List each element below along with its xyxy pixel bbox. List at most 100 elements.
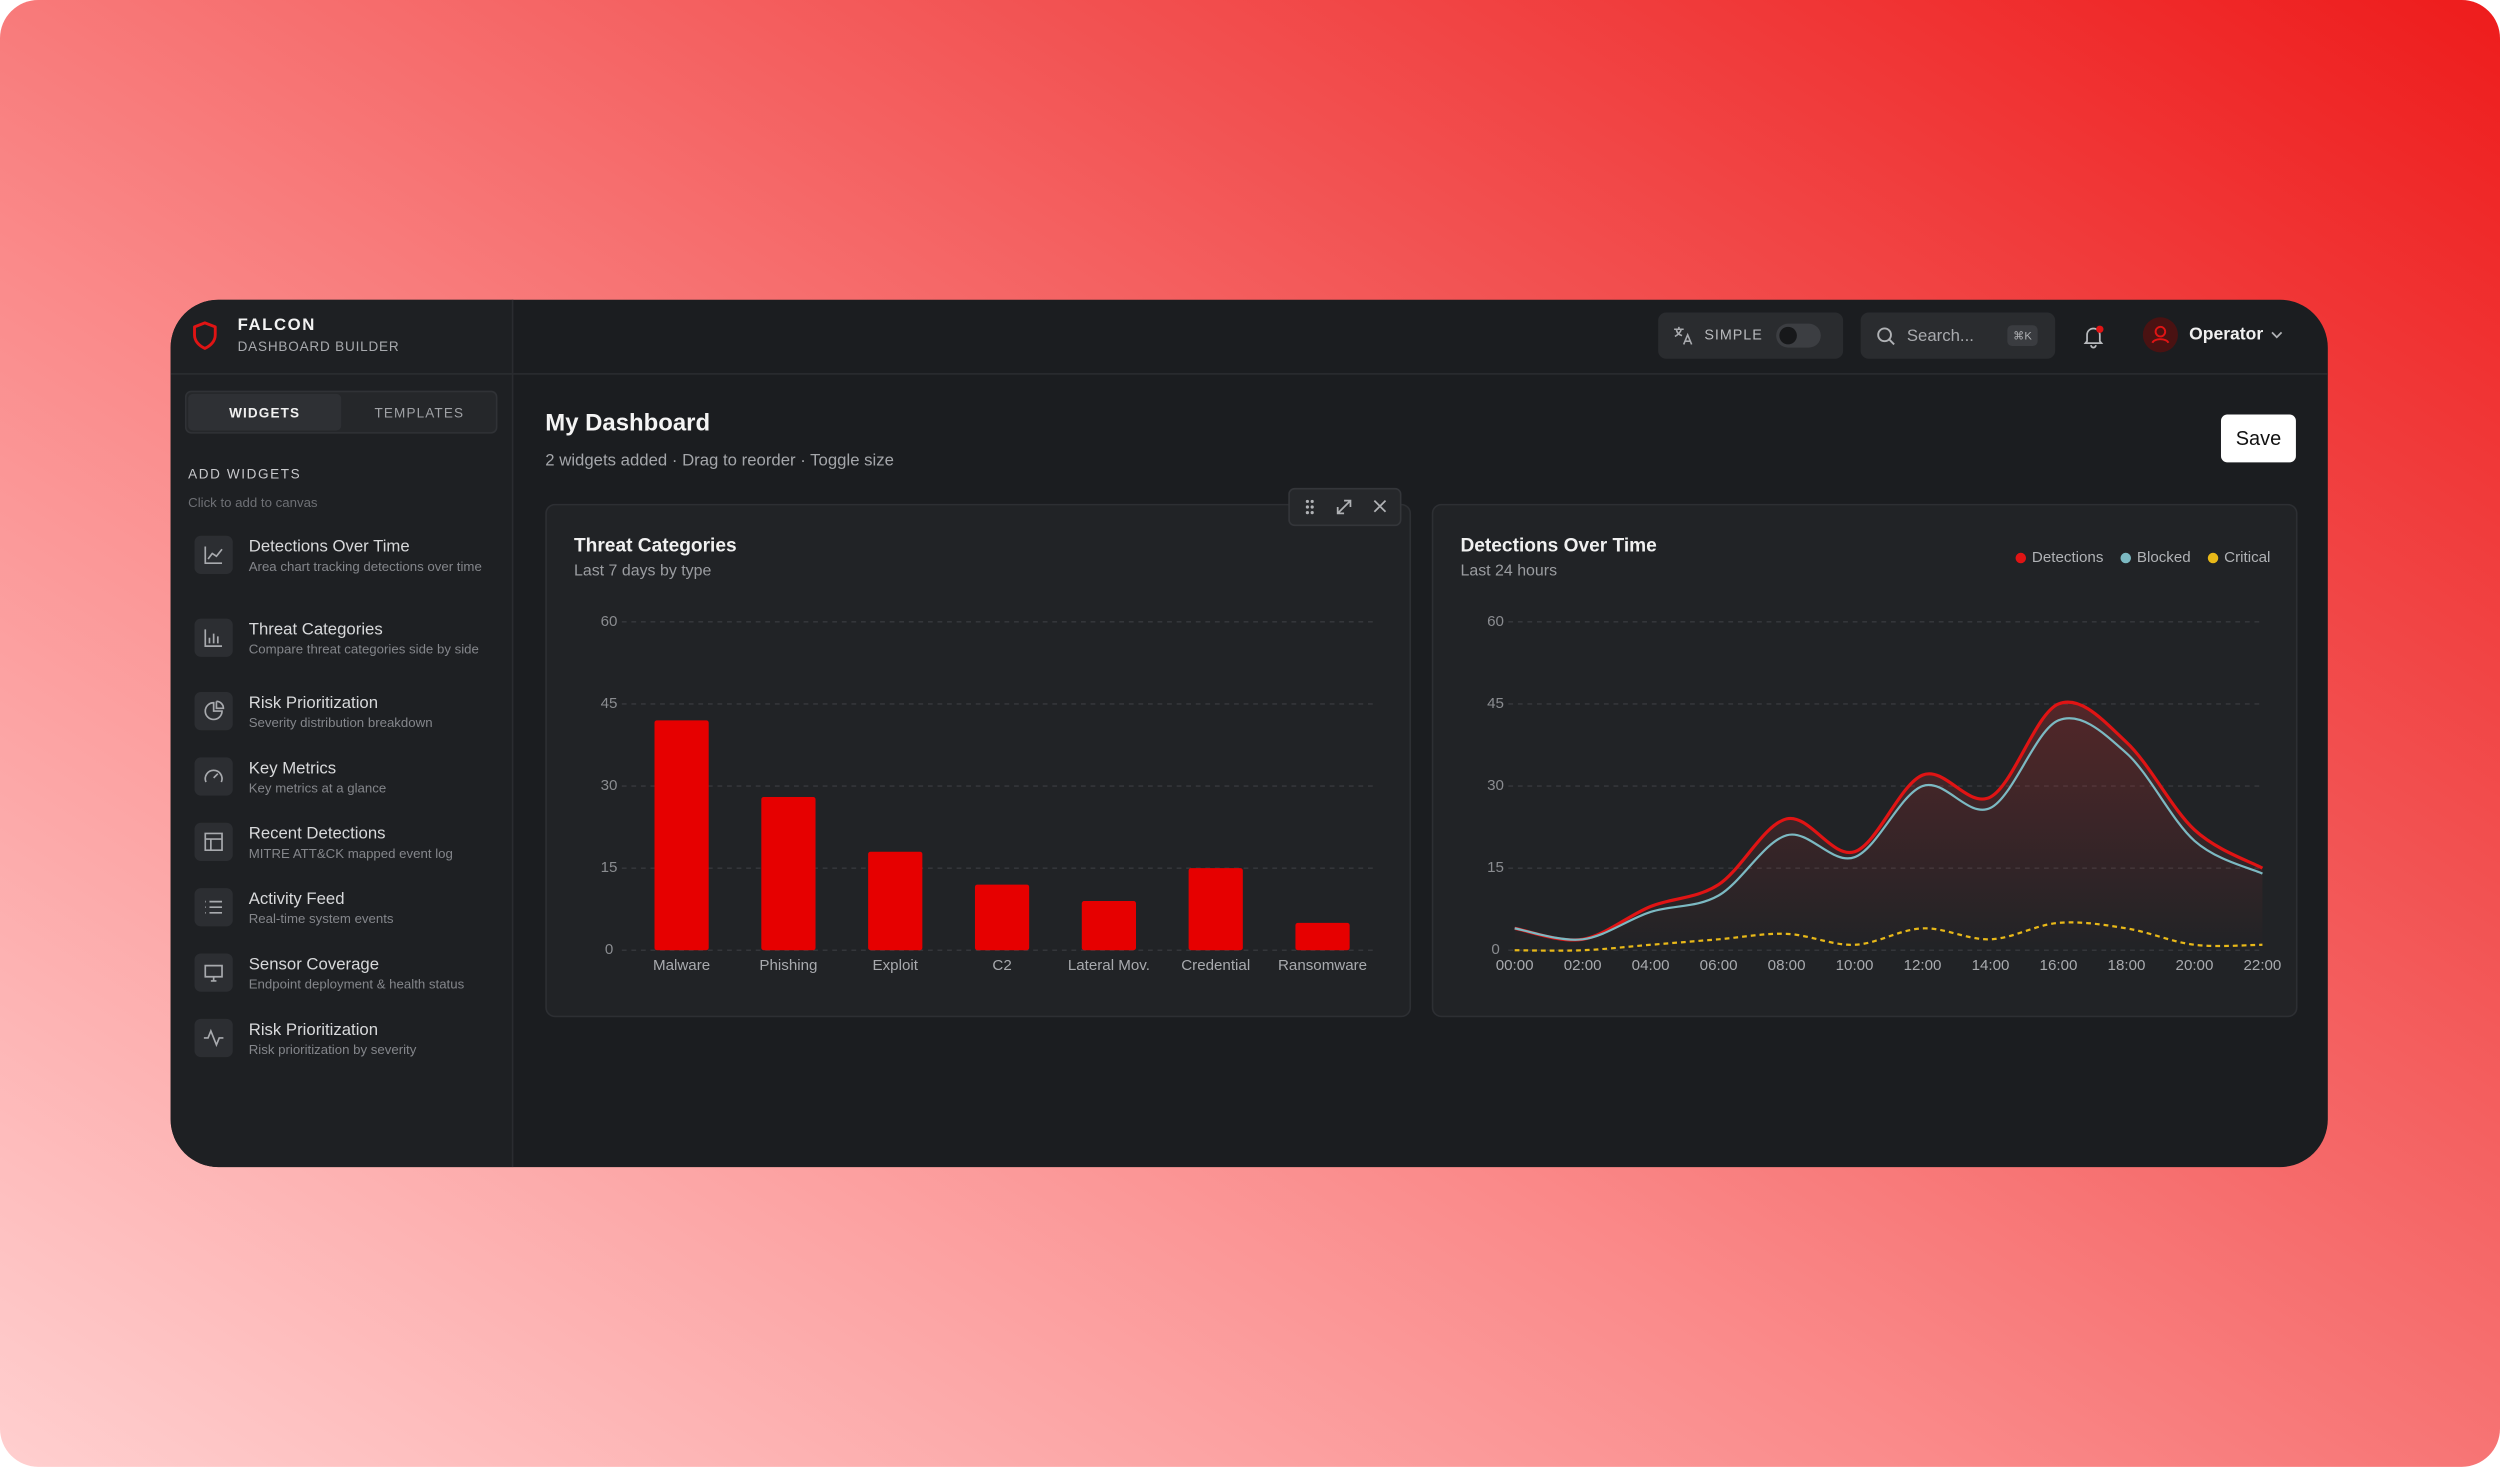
y-tick-label: 15 — [1487, 859, 1504, 876]
bar — [654, 720, 709, 951]
area — [1514, 702, 2263, 951]
option-icon — [194, 822, 233, 861]
y-tick-label: 60 — [1487, 613, 1504, 630]
y-tick-label: 0 — [605, 941, 613, 958]
legend-label: Detections — [2032, 549, 2104, 566]
widget-subtitle: Last 24 hours — [1460, 562, 1558, 581]
x-tick-label: 22:00 — [2244, 957, 2282, 974]
x-tick-label: 00:00 — [1496, 957, 1534, 974]
bar — [761, 796, 816, 951]
notifications[interactable] — [2081, 324, 2107, 350]
sidebar: FALCON DASHBOARD BUILDER WIDGETS TEMPLAT… — [170, 299, 514, 1168]
y-tick-label: 15 — [601, 859, 618, 876]
bar — [1188, 868, 1243, 951]
option-title: Threat Categories — [248, 619, 383, 639]
x-tick-label: Phishing — [759, 957, 817, 974]
legend-swatch — [2120, 552, 2131, 564]
legend-swatch — [2207, 552, 2219, 564]
y-tick-label: 45 — [1487, 695, 1504, 712]
legend-label: Critical — [2224, 549, 2270, 566]
y-tick-label: 30 — [1487, 777, 1504, 794]
chevron[interactable] — [2270, 330, 2283, 340]
x-tick-label: C2 — [992, 957, 1011, 974]
x-tick-label: 18:00 — [2108, 957, 2146, 974]
bar — [974, 884, 1030, 951]
switch[interactable] — [1776, 323, 1821, 348]
widget-option[interactable]: Key Metrics Key metrics at a glance — [194, 757, 498, 796]
dashboard-title: My Dashboard — [545, 409, 711, 437]
x-tick-label: Exploit — [873, 957, 919, 974]
option-title: Risk Prioritization — [248, 692, 379, 712]
x-tick-label: 14:00 — [1972, 957, 2010, 974]
widget-toolbar — [1288, 487, 1402, 527]
option-description: MITRE ATT&CK mapped event log — [248, 844, 453, 861]
bar — [1295, 922, 1350, 951]
x-tick-label: 16:00 — [2040, 957, 2078, 974]
option-text: Activity Feed Real-time system events — [249, 889, 491, 926]
option-text: Threat Categories Compare threat categori… — [249, 619, 491, 656]
brand: FALCON — [237, 315, 316, 335]
bar — [1081, 900, 1137, 951]
tab[interactable]: TEMPLATES — [374, 404, 465, 421]
y-tick-label: 45 — [601, 695, 618, 712]
option-text: Detections Over Time Area chart tracking … — [249, 537, 491, 574]
y-tick-label: 60 — [601, 613, 618, 630]
widget-option[interactable]: Detections Over Time Area chart tracking … — [194, 535, 498, 574]
widget-option[interactable]: Risk Prioritization Risk prioritization b… — [194, 1018, 498, 1058]
legend-label: Blocked — [2137, 549, 2191, 566]
option-icon — [194, 757, 233, 796]
x-tick-label: Lateral Mov. — [1068, 957, 1150, 974]
option-title: Sensor Coverage — [248, 954, 380, 974]
option-text: Risk Prioritization Risk prioritization b… — [249, 1020, 491, 1057]
dashboard-subtitle: 2 widgets added · Drag to reorder · Togg… — [545, 451, 894, 471]
option-description: Severity distribution breakdown — [248, 713, 433, 730]
line — [1514, 921, 2263, 952]
widget-option[interactable]: Sensor Coverage Endpoint deployment & hea… — [194, 953, 498, 992]
option-title: Risk Prioritization — [248, 1019, 379, 1039]
widget[interactable]: Threat Categories Last 7 days by type 0 1… — [545, 487, 1412, 1018]
avatar[interactable] — [2142, 317, 2178, 353]
option-icon — [194, 535, 233, 574]
x-tick-label: Ransomware — [1278, 957, 1367, 974]
option-description: Compare threat categories side by side — [248, 640, 479, 657]
option-icon — [194, 691, 233, 731]
section-hint: Click to add to canvas — [188, 494, 318, 511]
save-button[interactable]: Save — [2220, 414, 2296, 463]
tabs: WIDGETS TEMPLATES — [184, 390, 498, 434]
x-tick-label: 20:00 — [2176, 957, 2214, 974]
tab-active[interactable]: WIDGETS — [188, 393, 342, 431]
search-icon — [1877, 327, 1895, 346]
x-tick-label: 02:00 — [1564, 957, 1602, 974]
widget-subtitle: Last 7 days by type — [573, 562, 712, 581]
option-description: Key metrics at a glance — [248, 778, 387, 795]
widget-option[interactable]: Activity Feed Real-time system events — [194, 888, 498, 927]
search-box[interactable]: Search... ⌘K — [1860, 312, 2056, 359]
section-heading: ADD WIDGETS — [188, 465, 302, 482]
widget-option[interactable]: Threat Categories Compare threat categori… — [194, 618, 498, 657]
option-text: Risk Prioritization Severity distribution… — [249, 693, 491, 730]
x-tick-label: 04:00 — [1632, 957, 1670, 974]
user-name[interactable]: Operator — [2189, 325, 2264, 345]
app-window: FALCON DASHBOARD BUILDER WIDGETS TEMPLAT… — [170, 299, 2328, 1168]
chart: 0 15 30 45 60 00:00 02:00 04:00 06:00 08:00 10:00 1… — [1487, 549, 2282, 974]
option-text: Sensor Coverage Endpoint deployment & hea… — [249, 954, 491, 991]
translate-icon — [1674, 326, 1693, 345]
search-placeholder: Search... — [1906, 326, 1974, 346]
option-title: Detections Over Time — [248, 536, 410, 556]
x-tick-label: Malware — [653, 957, 710, 974]
x-tick-label: 12:00 — [1904, 957, 1942, 974]
widget[interactable]: Detections Over Time Last 24 hours 0 15 30… — [1431, 503, 2298, 1018]
header-divider — [170, 373, 2328, 375]
option-icon — [194, 618, 233, 657]
shortcut: ⌘K — [2007, 325, 2038, 346]
x-tick-label: 08:00 — [1768, 957, 1806, 974]
bar — [868, 851, 923, 951]
option-icon — [194, 953, 233, 992]
widget-option[interactable]: Recent Detections MITRE ATT&CK mapped eve… — [194, 822, 498, 861]
widget-title: Detections Over Time — [1460, 534, 1657, 557]
widget-option[interactable]: Risk Prioritization Severity distribution… — [194, 691, 498, 731]
option-description: Risk prioritization by severity — [248, 1040, 417, 1057]
mode-toggle[interactable]: SIMPLE — [1658, 312, 1844, 359]
